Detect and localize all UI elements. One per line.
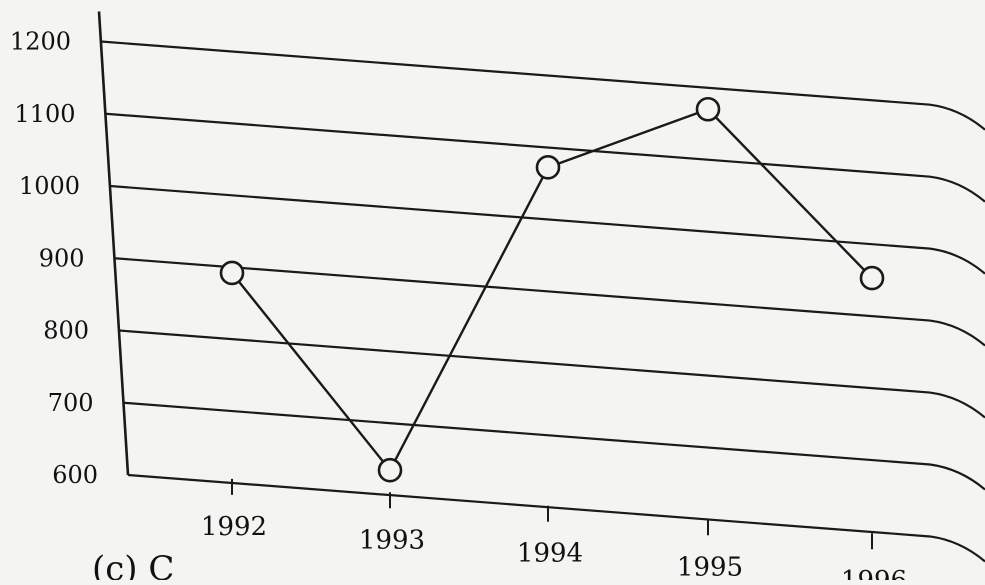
- gridline-1200: [101, 42, 985, 130]
- x-tick-label-1992: 1992: [201, 512, 267, 542]
- y-tick-label-1000: 1000: [19, 172, 80, 200]
- y-axis-line: [99, 12, 128, 476]
- y-tick-label-1100: 1100: [14, 100, 75, 128]
- data-point-1995: [697, 98, 719, 120]
- gridline-700: [124, 403, 985, 490]
- data-point-1994: [537, 156, 559, 178]
- data-point-1993: [379, 459, 401, 481]
- data-point-1992: [221, 262, 243, 284]
- caption-text: (c) C: [92, 549, 174, 580]
- y-tick-label-1200: 1200: [10, 28, 71, 56]
- y-tick-label-800: 800: [43, 317, 89, 345]
- x-tick-label-1993: 1993: [359, 525, 425, 555]
- x-tick-label-1996: 1996: [841, 566, 907, 580]
- data-point-1996: [861, 267, 883, 289]
- series-layer: [221, 98, 883, 481]
- grid-layer: [101, 42, 985, 562]
- gridline-900: [115, 258, 985, 345]
- y-tick-label-600: 600: [52, 461, 98, 489]
- y-tick-label-900: 900: [39, 244, 85, 272]
- x-tick-label-1994: 1994: [517, 539, 583, 569]
- gridline-800: [119, 331, 985, 418]
- x-tick-label-1995: 1995: [677, 552, 743, 580]
- y-tick-label-700: 700: [48, 389, 94, 417]
- label-layer: 1200 1100 1000 900 800 700 600 1992 1993 1994 1995…: [10, 28, 907, 581]
